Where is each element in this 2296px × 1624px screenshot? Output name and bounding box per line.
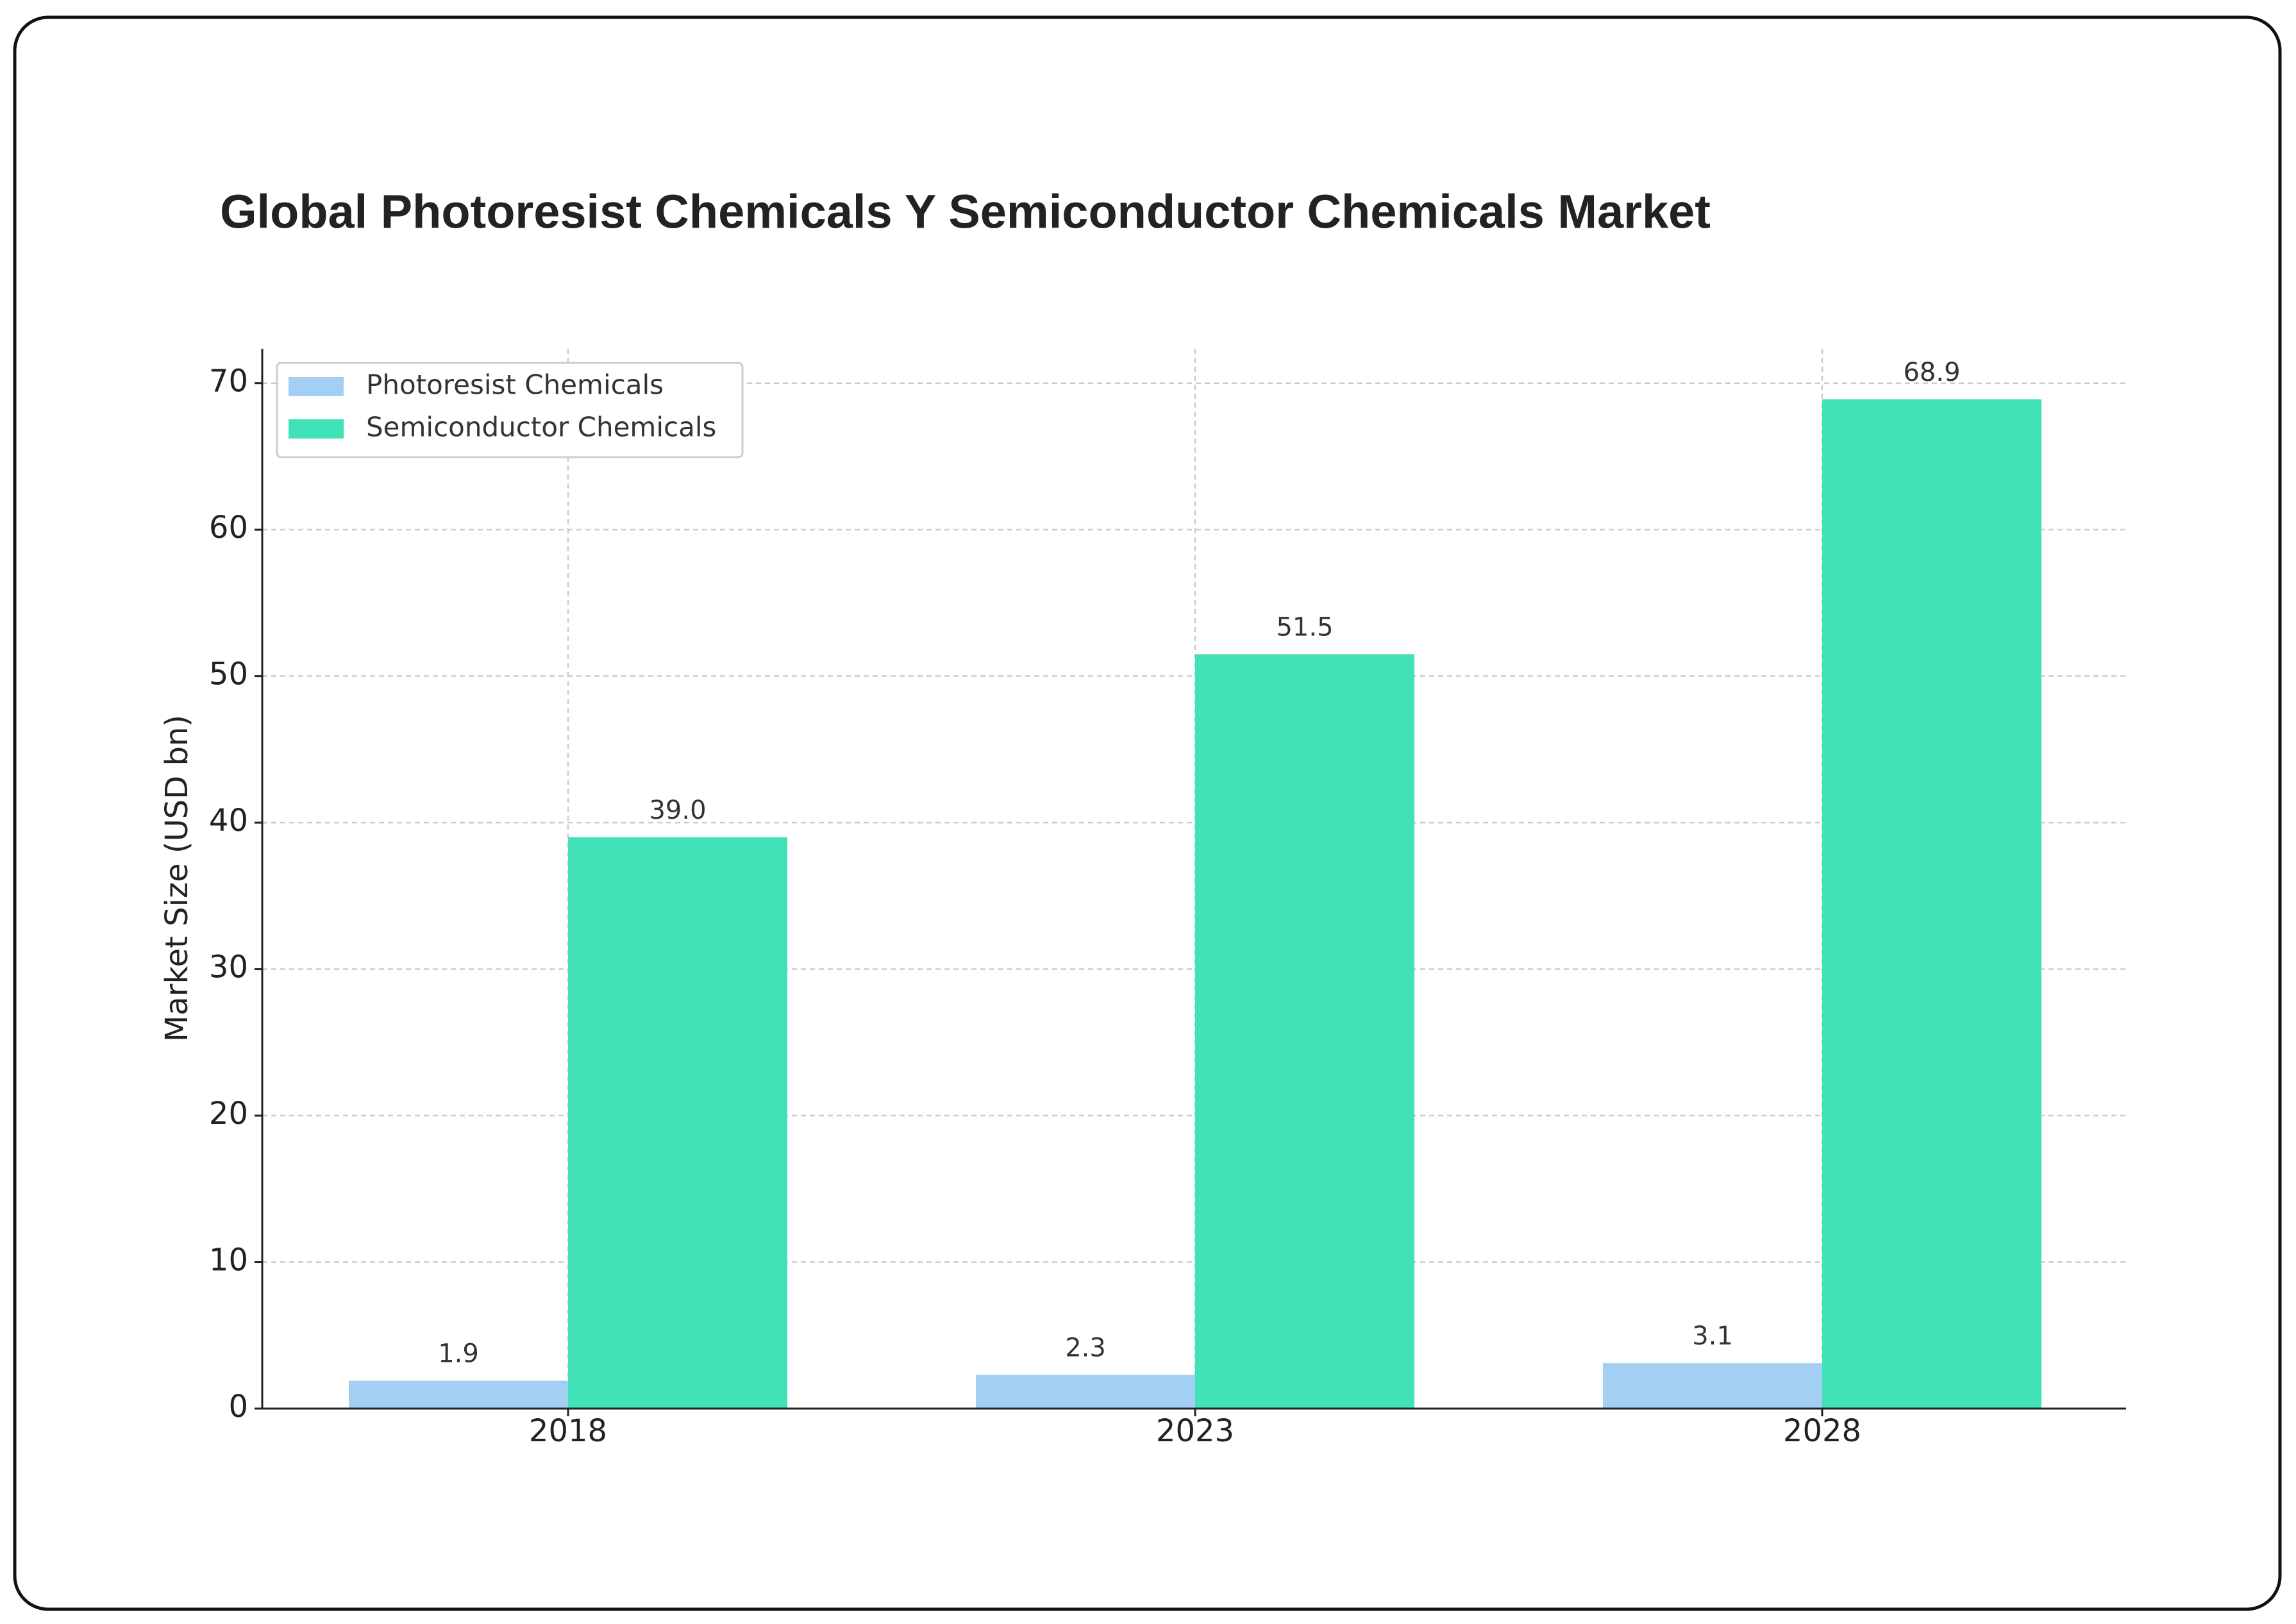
value-label: 2.3 [1065, 1333, 1106, 1362]
y-tick-label: 50 [209, 657, 248, 692]
bar [976, 1375, 1195, 1409]
value-label: 51.5 [1276, 612, 1333, 642]
bar [1822, 399, 2041, 1409]
y-tick-label: 70 [209, 364, 248, 399]
value-label: 3.1 [1692, 1321, 1733, 1351]
y-tick-label: 60 [209, 510, 248, 546]
legend-label: Semiconductor Chemicals [366, 412, 716, 443]
x-tick-label: 2018 [529, 1413, 607, 1449]
chart-title: Global Photoresist Chemicals Y Semicondu… [220, 185, 1711, 239]
legend-swatch [289, 377, 344, 396]
value-label: 1.9 [438, 1339, 479, 1369]
x-tick-label: 2028 [1783, 1413, 1861, 1449]
y-tick-label: 0 [228, 1389, 248, 1425]
legend-box [276, 362, 744, 458]
y-axis-label: Market Size (USD bn) [159, 715, 195, 1042]
bar [349, 1380, 568, 1409]
bar [1603, 1363, 1822, 1409]
y-tick-label: 30 [209, 950, 248, 985]
y-tick-label: 10 [209, 1243, 248, 1278]
value-label: 39.0 [649, 796, 706, 825]
value-label: 68.9 [1903, 358, 1960, 387]
bar [1195, 654, 1414, 1409]
y-tick-label: 20 [209, 1096, 248, 1132]
x-tick-label: 2023 [1156, 1413, 1234, 1449]
legend-label: Photoresist Chemicals [366, 369, 664, 401]
bar [568, 837, 787, 1409]
y-tick-label: 40 [209, 803, 248, 839]
legend-swatch [289, 419, 344, 439]
